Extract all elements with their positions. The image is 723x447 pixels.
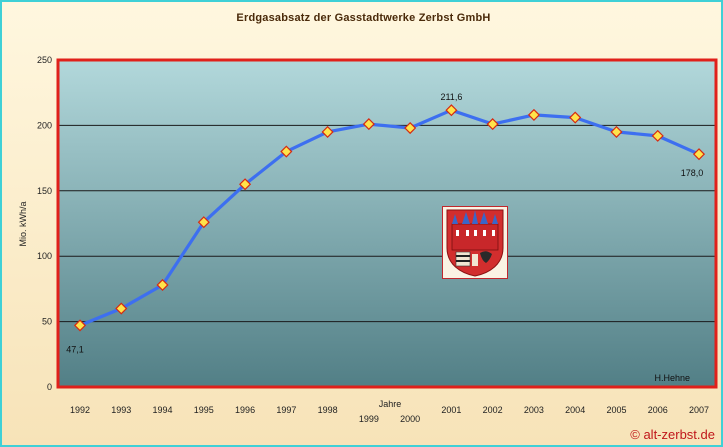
x-tick-label: 1994 xyxy=(153,405,173,415)
chart-title: Erdgasabsatz der Gasstadtwerke Zerbst Gm… xyxy=(236,12,491,24)
data-point-marker xyxy=(280,145,293,158)
data-points xyxy=(73,104,706,332)
x-tick-label: 2002 xyxy=(483,405,503,415)
y-tick-label: 150 xyxy=(37,186,52,196)
data-point-marker xyxy=(321,125,334,138)
x-tick-label: 1999 xyxy=(359,414,379,424)
author-annotation: H.Hehne xyxy=(654,373,690,383)
x-axis-ticks: 1992 1993 1994 1995 1996 1997 1998 1999 2000 2001… xyxy=(70,405,709,424)
y-tick-label: 50 xyxy=(42,317,52,327)
x-tick-label: 2005 xyxy=(606,405,626,415)
plot-area xyxy=(58,60,716,387)
y-axis-ticks: 0 50 100 150 200 250 xyxy=(37,55,52,392)
copyright-notice: © alt-zerbst.de xyxy=(630,427,715,442)
data-point-marker xyxy=(115,302,128,315)
data-label: 47,1 xyxy=(66,344,84,354)
y-tick-label: 250 xyxy=(37,55,52,65)
data-point-marker xyxy=(197,216,210,229)
x-tick-label: 2007 xyxy=(689,405,709,415)
data-point-marker xyxy=(73,319,87,332)
x-tick-label: 2001 xyxy=(441,405,461,415)
x-axis-label: Jahre xyxy=(379,399,402,409)
data-point-marker xyxy=(692,148,706,161)
data-point-marker xyxy=(362,118,375,131)
data-point-marker xyxy=(404,121,417,135)
y-tick-label: 0 xyxy=(47,382,52,392)
x-tick-label: 1996 xyxy=(235,405,255,415)
x-tick-label: 2000 xyxy=(400,414,420,424)
zerbst-coat-of-arms-icon xyxy=(442,206,508,279)
x-tick-label: 1992 xyxy=(70,405,90,415)
x-tick-label: 2003 xyxy=(524,405,544,415)
data-label: 178,0 xyxy=(681,168,704,178)
series-line xyxy=(79,108,700,327)
data-label: 211,6 xyxy=(440,92,462,102)
data-labels: 47,1 211,6 178,0 xyxy=(66,92,703,354)
data-point-marker xyxy=(486,118,499,131)
x-tick-label: 2004 xyxy=(565,405,585,415)
y-axis-label: Mio. kWh/a xyxy=(18,201,28,246)
data-point-marker xyxy=(239,178,252,191)
data-point-marker xyxy=(610,125,623,138)
x-tick-label: 1998 xyxy=(318,405,338,415)
y-tick-label: 100 xyxy=(37,251,52,261)
y-tick-label: 200 xyxy=(37,120,52,130)
x-tick-label: 1995 xyxy=(194,405,214,415)
data-point-marker xyxy=(569,111,582,124)
data-point-marker xyxy=(156,278,169,292)
x-tick-label: 2006 xyxy=(648,405,668,415)
plot-border xyxy=(56,58,718,389)
data-point-marker xyxy=(527,108,540,121)
x-tick-label: 1993 xyxy=(111,405,131,415)
data-point-marker xyxy=(445,104,458,117)
x-tick-label: 1997 xyxy=(276,405,296,415)
data-point-marker xyxy=(651,129,664,142)
